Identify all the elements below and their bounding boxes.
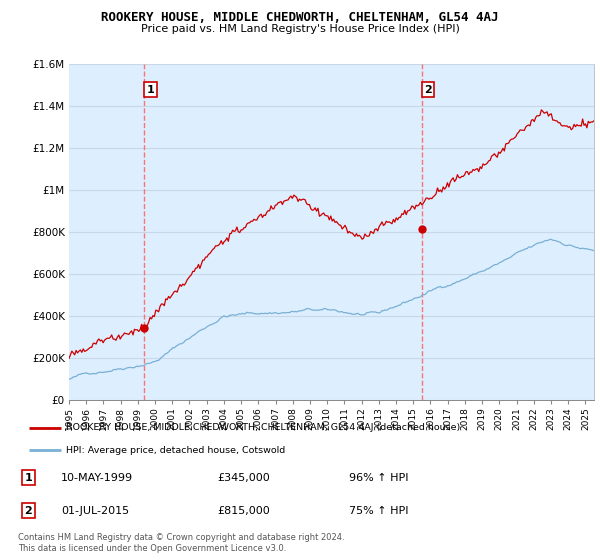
Text: 75% ↑ HPI: 75% ↑ HPI xyxy=(349,506,408,516)
Text: 2: 2 xyxy=(25,506,32,516)
Text: 1: 1 xyxy=(146,85,154,95)
Text: HPI: Average price, detached house, Cotswold: HPI: Average price, detached house, Cots… xyxy=(67,446,286,455)
Text: £345,000: £345,000 xyxy=(218,473,270,483)
Text: £815,000: £815,000 xyxy=(218,506,270,516)
Text: 01-JUL-2015: 01-JUL-2015 xyxy=(61,506,129,516)
Text: ROOKERY HOUSE, MIDDLE CHEDWORTH, CHELTENHAM, GL54 4AJ: ROOKERY HOUSE, MIDDLE CHEDWORTH, CHELTEN… xyxy=(101,11,499,24)
Text: 1: 1 xyxy=(25,473,32,483)
Text: 96% ↑ HPI: 96% ↑ HPI xyxy=(349,473,408,483)
Text: 2: 2 xyxy=(424,85,432,95)
Text: Price paid vs. HM Land Registry's House Price Index (HPI): Price paid vs. HM Land Registry's House … xyxy=(140,24,460,34)
Text: 10-MAY-1999: 10-MAY-1999 xyxy=(61,473,133,483)
Text: Contains HM Land Registry data © Crown copyright and database right 2024.
This d: Contains HM Land Registry data © Crown c… xyxy=(18,533,344,553)
Text: ROOKERY HOUSE, MIDDLE CHEDWORTH, CHELTENHAM, GL54 4AJ (detached house): ROOKERY HOUSE, MIDDLE CHEDWORTH, CHELTEN… xyxy=(67,423,461,432)
